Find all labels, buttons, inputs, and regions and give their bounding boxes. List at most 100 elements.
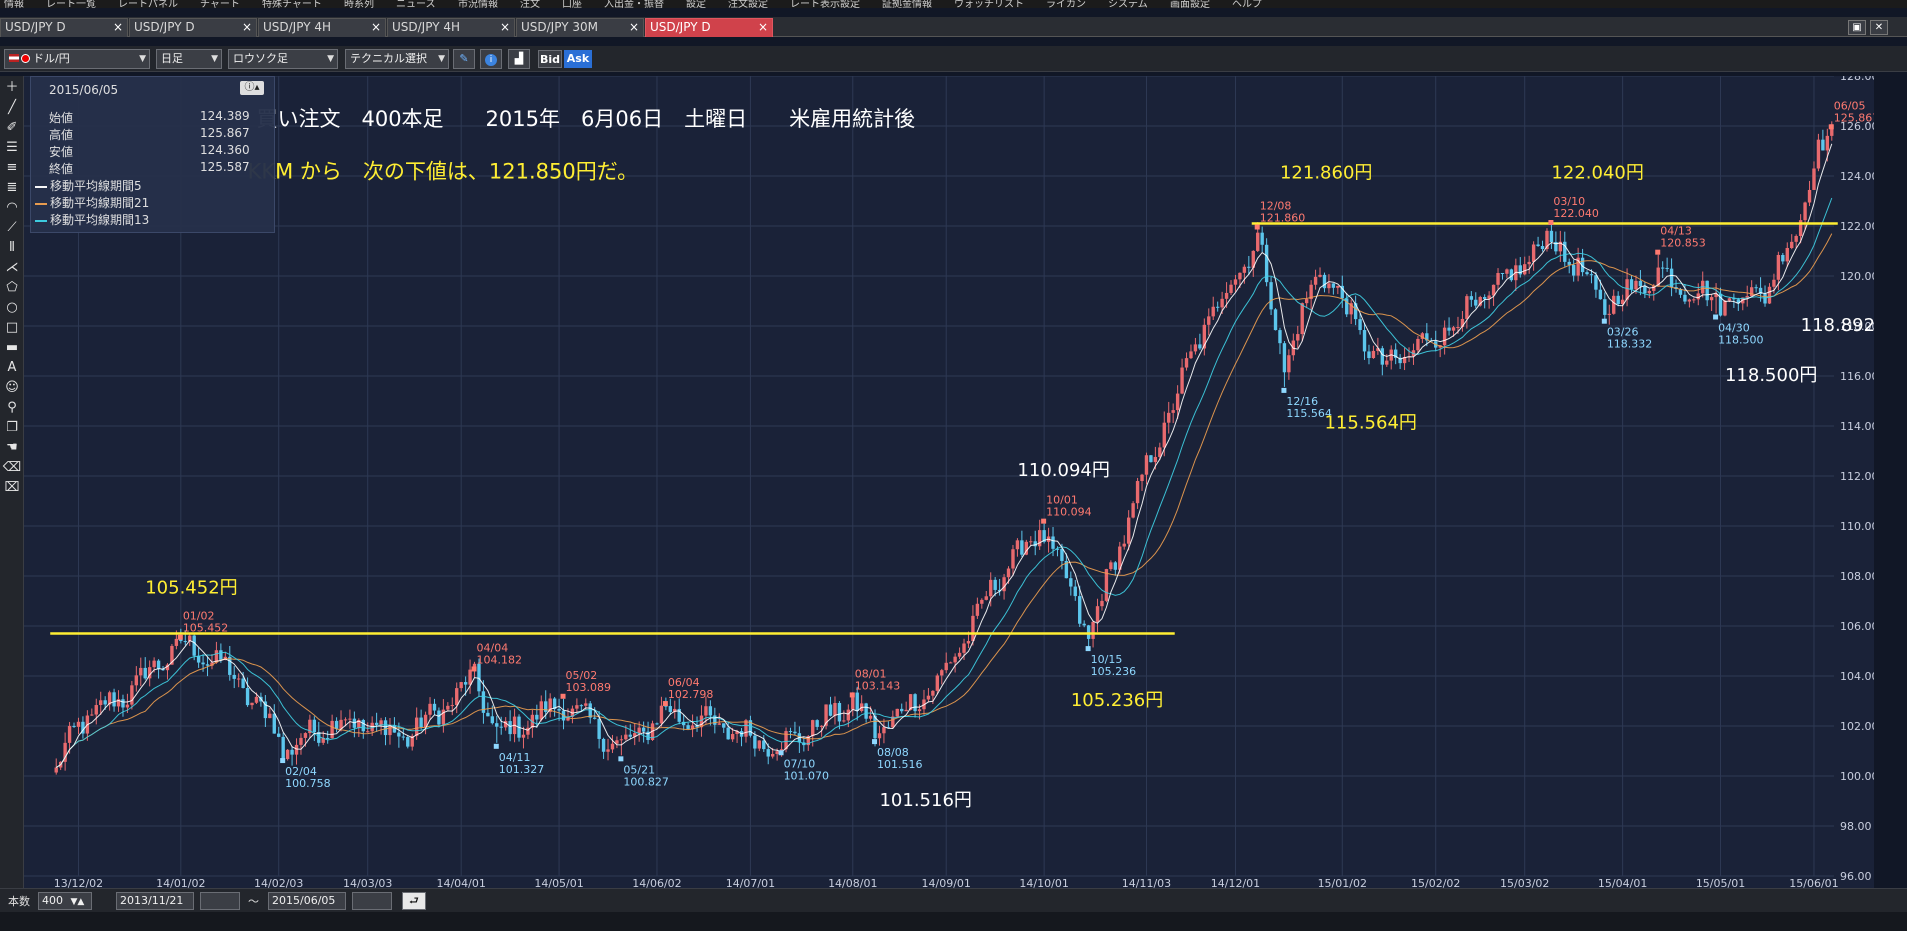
chart-tab-5[interactable]: USD/JPY D × <box>645 18 773 37</box>
trendline-icon: ╱ <box>8 100 16 115</box>
menu-item-18[interactable]: 画面設定 <box>1170 0 1210 8</box>
candle-body <box>842 720 846 722</box>
chart-tab-2[interactable]: USD/JPY 4H × <box>258 18 386 37</box>
candle-body <box>1282 343 1287 373</box>
time-to-field[interactable] <box>352 892 392 910</box>
bid-button[interactable]: Bid <box>538 50 562 68</box>
candle-body <box>250 702 254 706</box>
crosshair-tool[interactable]: ＋ <box>2 78 22 98</box>
candle-body <box>722 723 726 728</box>
horizontal-lines-tool[interactable]: ☰ <box>2 138 22 158</box>
ruler-tool[interactable]: ✐ <box>2 118 22 138</box>
tab-close-icon[interactable]: × <box>241 20 252 34</box>
volume-button[interactable]: ▟ <box>508 49 530 69</box>
price-chart[interactable]: 128.00 126.00 124.00 122.00 120.00 118.00 116.… <box>24 76 1874 888</box>
candle-body <box>1749 287 1754 297</box>
candle-body <box>268 713 272 719</box>
menu-item-16[interactable]: ライカン <box>1046 0 1086 8</box>
info-button[interactable]: i <box>480 49 502 69</box>
menu-item-8[interactable]: 注文 <box>520 0 540 8</box>
text-tool[interactable]: A <box>2 358 22 378</box>
menu-item-9[interactable]: 口座 <box>562 0 582 8</box>
restore-window-button[interactable]: ▣ <box>1848 20 1866 35</box>
arc-tool[interactable]: ◠ <box>2 198 22 218</box>
tab-close-icon[interactable]: × <box>757 20 768 34</box>
ask-button[interactable]: Ask <box>564 50 592 68</box>
chart-tab-0[interactable]: USD/JPY D × <box>0 18 128 37</box>
eraser-tool[interactable]: ⌫ <box>2 458 22 478</box>
hand-tool[interactable]: ☚ <box>2 438 22 458</box>
fib-tool[interactable]: ≣ <box>2 178 22 198</box>
currency-pair-select[interactable]: ドル/円 ▼ <box>4 49 150 69</box>
chart-tab-1[interactable]: USD/JPY D × <box>129 18 257 37</box>
menu-item-13[interactable]: レート表示設定 <box>790 0 860 8</box>
eraser-icon: ⌫ <box>2 460 22 475</box>
info-panel-toggle[interactable]: ⓘ▴ <box>240 81 264 95</box>
menu-item-1[interactable]: レート一覧 <box>46 0 96 8</box>
erase-all-tool[interactable]: ⌧ <box>2 478 22 498</box>
candle-body <box>1478 297 1482 306</box>
cycle-lines-tool[interactable]: ⦀ <box>2 238 22 258</box>
candle-body <box>486 712 490 717</box>
candle-body <box>156 660 161 670</box>
menu-item-7[interactable]: 市況情報 <box>458 0 498 8</box>
candle-body <box>539 701 543 720</box>
menu-item-12[interactable]: 注文設定 <box>728 0 768 8</box>
candle-body <box>272 713 276 734</box>
hline-tool[interactable]: ▬ <box>2 338 22 358</box>
tab-close-icon[interactable]: × <box>112 20 123 34</box>
menu-item-4[interactable]: 特殊チャート <box>262 0 322 8</box>
apply-range-button[interactable]: ⮐ <box>402 892 426 910</box>
time-from-field[interactable] <box>200 892 240 910</box>
candle-body <box>1118 546 1122 570</box>
candle-body <box>1536 244 1540 247</box>
timeframe-select[interactable]: 日足 ▼ <box>156 49 222 69</box>
menu-item-3[interactable]: チャート <box>200 0 240 8</box>
tab-close-icon[interactable]: × <box>628 20 639 34</box>
candle-body <box>1709 297 1714 301</box>
tab-close-icon[interactable]: × <box>370 20 381 34</box>
candle-body <box>1242 266 1247 273</box>
trendline-tool[interactable]: ╱ <box>2 98 22 118</box>
menu-item-2[interactable]: レートパネル <box>118 0 178 8</box>
menu-item-15[interactable]: ウォッチリスト <box>954 0 1024 8</box>
alert-tool[interactable]: ⚲ <box>2 398 22 418</box>
copy-tool[interactable]: ❐ <box>2 418 22 438</box>
circle-tool[interactable]: ○ <box>2 298 22 318</box>
menu-item-5[interactable]: 時系列 <box>344 0 374 8</box>
candle-body <box>1416 338 1420 351</box>
swing-date-label: 08/01 <box>855 667 887 680</box>
technical-select[interactable]: テクニカル選択 ▼ <box>345 49 449 69</box>
menu-item-17[interactable]: システム <box>1108 0 1148 8</box>
menu-item-10[interactable]: 入出金・振替 <box>604 0 664 8</box>
candle-body <box>303 733 308 738</box>
chart-annotation-10: 118.892円 <box>1801 315 1874 336</box>
menu-item-19[interactable]: ヘルプ <box>1232 0 1262 8</box>
x-tick-label: 15/06/01 <box>1789 877 1838 888</box>
draw-pen-button[interactable]: ✎ <box>453 49 475 69</box>
menu-item-11[interactable]: 設定 <box>686 0 706 8</box>
candle-body <box>610 743 615 750</box>
chart-style-select[interactable]: ロウソク足 ▼ <box>228 49 338 69</box>
pitchfork-tool[interactable]: ⋌ <box>2 258 22 278</box>
pentagon-tool[interactable]: ⬠ <box>2 278 22 298</box>
menu-item-6[interactable]: ニュース <box>396 0 436 8</box>
channel-tool[interactable]: ≡ <box>2 158 22 178</box>
stamp-tool[interactable]: ☺ <box>2 378 22 398</box>
tab-close-icon[interactable]: × <box>499 20 510 34</box>
chart-tab-3[interactable]: USD/JPY 4H × <box>387 18 515 37</box>
candle-body <box>931 690 935 696</box>
candle-body <box>535 714 539 720</box>
menu-item-14[interactable]: 証拠金情報 <box>882 0 932 8</box>
candle-body <box>139 667 143 676</box>
chart-tab-4[interactable]: USD/JPY 30M × <box>516 18 644 37</box>
menu-item-0[interactable]: 情報 <box>4 0 24 8</box>
rectangle-tool[interactable]: □ <box>2 318 22 338</box>
candle-body <box>236 678 241 680</box>
date-to-field[interactable]: 2015/06/05 <box>268 892 346 910</box>
candle-body <box>72 725 76 727</box>
bar-count-select[interactable]: 400 ▼▲ <box>38 892 92 910</box>
date-from-field[interactable]: 2013/11/21 <box>116 892 194 910</box>
close-window-button[interactable]: ✕ <box>1870 20 1888 35</box>
fan-tool[interactable]: ⟋ <box>2 218 22 238</box>
